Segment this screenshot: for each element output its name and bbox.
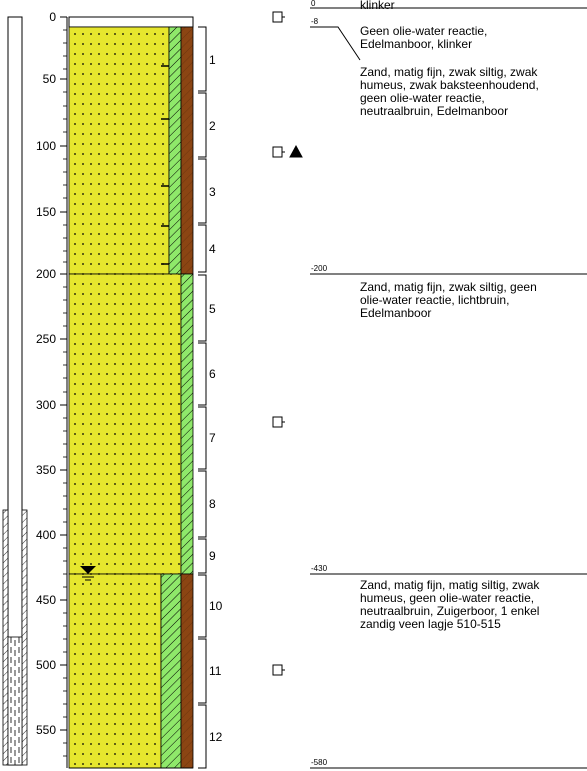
depth-label: 550 bbox=[36, 723, 56, 737]
humus-bar-1 bbox=[180, 26, 194, 275]
layer-description: Zand, matig fijn, zwak siltig, geen olie… bbox=[360, 280, 537, 320]
depth-label: 150 bbox=[36, 205, 56, 219]
lithology-column bbox=[68, 16, 194, 769]
sample-number: 11 bbox=[209, 664, 222, 678]
depth-axis: 0 50 100 150 200 250 300 350 400 450 500… bbox=[36, 10, 68, 768]
square-sample-icon bbox=[272, 664, 285, 676]
triangle-icon bbox=[289, 144, 303, 158]
depth-label: 100 bbox=[36, 139, 56, 153]
square-sample-icon bbox=[272, 11, 285, 23]
klinker-layer bbox=[68, 16, 194, 28]
sample-number: 4 bbox=[209, 242, 216, 256]
depth-label-0: 0 bbox=[49, 10, 56, 24]
sand-layer-3 bbox=[68, 573, 162, 769]
layer-depth-label: 0 bbox=[311, 0, 316, 8]
sample-number: 5 bbox=[209, 302, 216, 316]
silt-bar-2 bbox=[180, 273, 194, 575]
square-sample-icon bbox=[272, 416, 285, 428]
depth-label: 50 bbox=[43, 72, 57, 86]
sample-number: 10 bbox=[209, 599, 223, 613]
layer-depth-label: -580 bbox=[311, 758, 328, 767]
silt-bar-1 bbox=[168, 26, 182, 275]
depth-label: 200 bbox=[36, 267, 56, 281]
sample-number: 8 bbox=[209, 497, 216, 511]
sample-numbers: 1 2 3 4 5 6 7 8 9 10 11 12 bbox=[209, 53, 223, 744]
layer-description: Zand, matig fijn, zwak siltig, zwak hume… bbox=[360, 65, 539, 118]
sample-intervals bbox=[198, 26, 207, 769]
depth-label: 400 bbox=[36, 528, 56, 542]
sample-number: 2 bbox=[209, 119, 216, 133]
layer-depth-label: -200 bbox=[311, 264, 328, 273]
layer-description: Geen olie-water reactie, Edelmanboor, kl… bbox=[360, 24, 488, 51]
layer-boundaries bbox=[310, 7, 587, 769]
layer-description-klinker: klinker bbox=[360, 0, 395, 12]
depth-label: 350 bbox=[36, 463, 56, 477]
sample-number: 1 bbox=[209, 53, 216, 67]
sample-number: 6 bbox=[209, 367, 216, 381]
depth-label: 300 bbox=[36, 398, 56, 412]
water-level-triangle-icon bbox=[80, 566, 96, 581]
sample-number: 3 bbox=[209, 185, 216, 199]
depth-label: 450 bbox=[36, 593, 56, 607]
layer-depth-label: -8 bbox=[311, 17, 319, 26]
well-column bbox=[2, 16, 28, 766]
square-sample-icon bbox=[272, 146, 285, 158]
depth-label: 500 bbox=[36, 658, 56, 672]
sample-number: 12 bbox=[209, 730, 223, 744]
brick-marks bbox=[161, 65, 169, 265]
depth-label: 250 bbox=[36, 332, 56, 346]
sample-number: 9 bbox=[209, 549, 216, 563]
layer-description: Zand, matig fijn, matig siltig, zwak hum… bbox=[360, 578, 540, 631]
sample-markers bbox=[272, 11, 303, 676]
sand-layer-2 bbox=[68, 273, 182, 575]
silt-bar-3 bbox=[160, 573, 182, 769]
layer-depth-label: -430 bbox=[311, 564, 328, 573]
sand-layer-1 bbox=[68, 26, 170, 275]
humus-bar-3 bbox=[180, 573, 194, 769]
sample-number: 7 bbox=[209, 431, 216, 445]
